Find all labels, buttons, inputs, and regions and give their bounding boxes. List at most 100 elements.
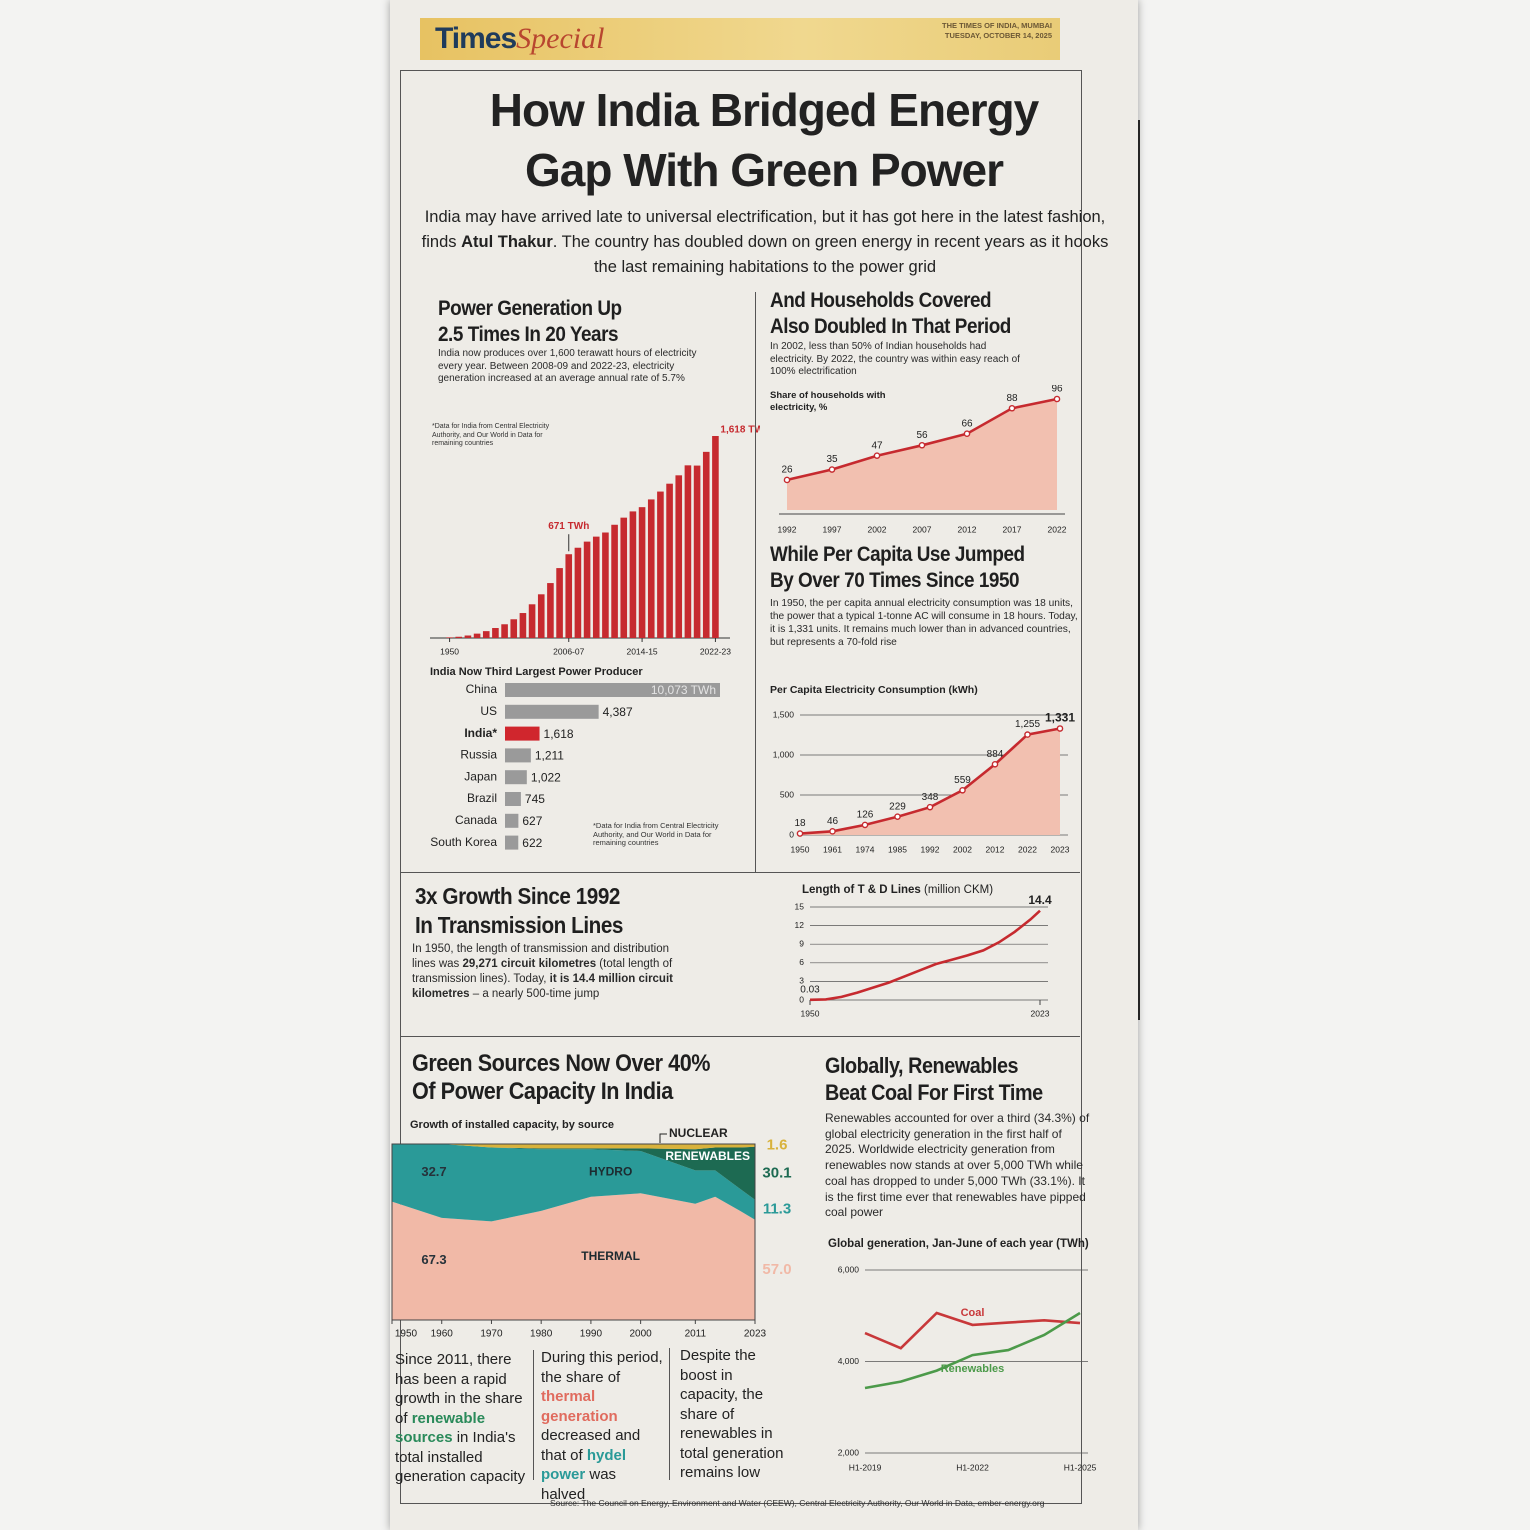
x-tick-label: 1950 — [440, 646, 459, 656]
bar — [505, 704, 599, 719]
bar — [647, 499, 655, 638]
x-tick-label: 1970 — [480, 1329, 503, 1340]
heading-line: By Over 70 Times Since 1950 — [770, 569, 1020, 592]
text-column: During this period, the share of thermal… — [541, 1348, 663, 1504]
edition: THE TIMES OF INDIA, MUMBAI — [942, 21, 1052, 30]
y-tick-label: 1,000 — [773, 749, 795, 759]
x-tick-label: 1974 — [856, 844, 875, 854]
series-label: RENEWABLES — [665, 1149, 750, 1163]
bar — [592, 536, 600, 638]
text-part: thermal generation — [541, 1388, 618, 1425]
bar — [510, 619, 518, 638]
bar — [702, 451, 710, 638]
point — [783, 476, 791, 484]
y-tick-label: 500 — [780, 789, 794, 799]
heading-line: 3x Growth Since 1992 — [415, 883, 621, 909]
text-part: – a nearly 500-time jump — [469, 988, 600, 1000]
x-tick-label: 2014-15 — [626, 646, 657, 656]
point — [796, 830, 804, 837]
category-label: Canada — [455, 813, 497, 827]
value-label: 745 — [525, 792, 545, 806]
x-tick-label: 1990 — [580, 1329, 603, 1340]
value-label: 96 — [1051, 385, 1063, 395]
heading-line: Globally, Renewables — [825, 1053, 1019, 1078]
line-chart: 0 3 6 9 12 15 1950 2023 0.03 14.4 — [795, 895, 1052, 1018]
value-label: 26 — [781, 465, 793, 476]
x-tick-label: 1950 — [801, 1008, 820, 1018]
y-tick-label: 0 — [789, 829, 794, 839]
point — [873, 452, 881, 459]
value-label: 627 — [522, 814, 542, 828]
x-tick-label: 2002 — [953, 844, 972, 854]
section-heading: Globally, Renewables Beat Coal For First … — [825, 1052, 1043, 1106]
section-text: In 1950, the per capita annual electrici… — [770, 598, 1078, 648]
text-part: Since 2011, there has been a rapid growt… — [395, 1351, 523, 1427]
heading-line: And Households Covered — [770, 289, 992, 312]
heading-line: Of Power Capacity In India — [412, 1078, 673, 1105]
line-chart: 2,000 4,000 6,000 H1-2019 H1-2022 H1-2025 Coal… — [838, 1264, 1097, 1472]
y-tick-label: 4,000 — [838, 1356, 860, 1366]
line — [809, 909, 1041, 1002]
plot-frame — [391, 1143, 756, 1321]
heading-line: 2.5 Times In 20 Years — [438, 323, 619, 346]
newspaper-page: TimesSpecial THE TIMES OF INDIA, MUMBAI T… — [390, 0, 1138, 1530]
x-tick-label: 2000 — [630, 1329, 653, 1340]
divider — [669, 1348, 670, 1480]
chart-title: India Now Third Largest Power Producer — [430, 666, 643, 678]
x-tick-label: 2002 — [868, 524, 887, 534]
chart-title: Share of households with electricity, % — [770, 390, 886, 413]
point — [828, 466, 836, 473]
text-part: hydel power — [541, 1446, 627, 1484]
rule — [400, 1036, 1080, 1037]
value-label: 0.03 — [800, 984, 820, 995]
value-label: 671 TWh — [548, 521, 589, 532]
line-chart: 1992 1997 2002 2007 2012 2017 2022 26 35 47 56 66 88… — [778, 385, 1067, 534]
text-part: decreased and that of — [541, 1427, 641, 1464]
text-part: in India's total installed generation ca… — [395, 1429, 526, 1485]
bar — [547, 583, 554, 638]
point — [963, 430, 971, 437]
heading-line: Green Sources Now Over 40% — [412, 1050, 711, 1077]
x-tick-label: H1-2025 — [1064, 1462, 1097, 1472]
y-tick-label: 9 — [799, 938, 804, 948]
category-label: South Korea — [430, 835, 497, 849]
x-tick-label: 1992 — [778, 524, 797, 534]
value-label: 32.7 — [421, 1164, 446, 1179]
y-tick-label: 15 — [795, 901, 805, 911]
x-tick-label: 2022-23 — [700, 646, 731, 656]
y-tick-label: 3 — [799, 976, 804, 986]
x-tick-label: 2011 — [685, 1329, 707, 1340]
bar — [446, 637, 453, 638]
value-label: 57.0 — [762, 1261, 791, 1278]
category-label: Japan — [464, 769, 497, 783]
value-label: 18 — [794, 818, 806, 829]
x-tick-label: 1992 — [921, 844, 940, 854]
text-part: (total length of transmission lines). To… — [412, 958, 673, 985]
intro-text: . The country has doubled down on green … — [552, 233, 1109, 276]
bar — [629, 511, 637, 638]
bar — [505, 726, 540, 741]
section-heading: And Households Covered Also Doubled In Th… — [770, 288, 1011, 340]
bar — [464, 635, 472, 638]
value-label: 30.1 — [762, 1164, 791, 1181]
point — [1053, 395, 1061, 403]
value-label: 10,073 TWh — [651, 683, 716, 697]
value-label: 1.6 — [767, 1136, 788, 1153]
bar — [684, 465, 692, 638]
point — [894, 813, 901, 820]
point — [918, 441, 926, 449]
x-tick-label: 1960 — [431, 1329, 454, 1340]
date: TUESDAY, OCTOBER 14, 2025 — [944, 31, 1052, 40]
text-column: Despite the boost in capacity, the share… — [680, 1347, 784, 1481]
bar — [505, 813, 519, 828]
y-tick-label: 6 — [799, 957, 804, 967]
chart-title: Per Capita Electricity Consumption (kWh) — [770, 684, 978, 696]
x-tick-label: 2023 — [1031, 1008, 1050, 1018]
area — [392, 1144, 755, 1150]
section-text: In 2002, less than 50% of Indian househo… — [770, 341, 1020, 377]
bar — [712, 436, 719, 638]
bar — [492, 628, 499, 638]
bar — [638, 507, 646, 638]
title-part: Length of T & D Lines — [802, 884, 921, 896]
bar — [505, 792, 521, 806]
